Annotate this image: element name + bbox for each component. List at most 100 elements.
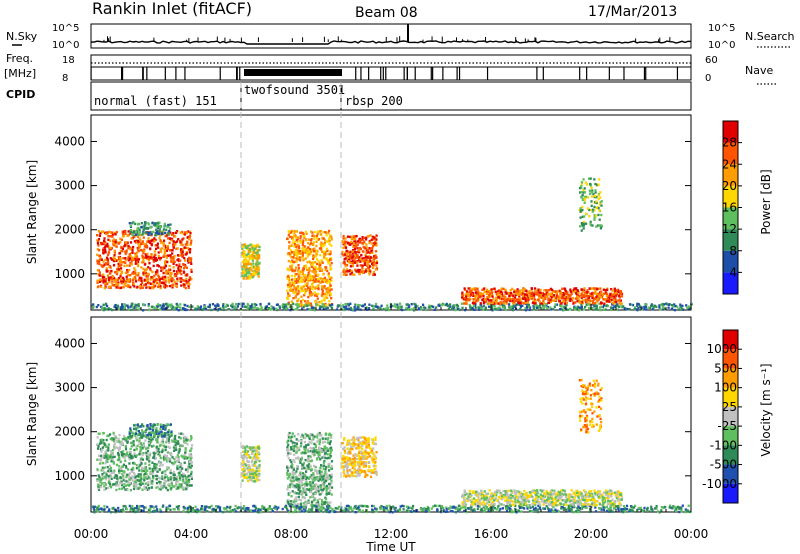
- scatter-cell: [159, 225, 162, 228]
- scatter-cell: [183, 457, 186, 460]
- scatter-cell: [121, 249, 124, 253]
- scatter-cell: [127, 306, 130, 309]
- scatter-cell: [528, 297, 531, 300]
- scatter-cell: [163, 478, 166, 481]
- scatter-cell: [113, 252, 116, 255]
- scatter-cell: [582, 220, 586, 224]
- scatter-cell: [569, 288, 572, 291]
- scatter-cell: [96, 479, 99, 483]
- scatter-cell: [106, 282, 109, 286]
- scatter-cell: [351, 252, 354, 255]
- scatter-cell: [246, 307, 249, 311]
- scatter-cell: [690, 303, 693, 306]
- scatter-cell: [375, 238, 378, 241]
- scatter-cell: [578, 186, 582, 190]
- scatter-cell: [124, 437, 127, 440]
- scatter-cell: [494, 300, 498, 303]
- scatter-cell: [103, 246, 107, 249]
- scatter-cell: [341, 250, 344, 254]
- scatter-cell: [327, 231, 330, 235]
- scatter-cell: [317, 286, 320, 290]
- scatter-cell: [244, 472, 247, 476]
- scatter-cell: [583, 195, 586, 199]
- scatter-cell: [526, 295, 529, 299]
- scatter-cell: [147, 481, 150, 484]
- scatter-cell: [542, 299, 545, 303]
- scatter-cell: [633, 307, 636, 311]
- scatter-cell: [105, 278, 108, 281]
- scatter-cell: [349, 262, 352, 265]
- scatter-cell: [585, 291, 588, 294]
- scatter-cell: [189, 458, 192, 461]
- scatter-cell: [158, 487, 161, 491]
- scatter-cell: [178, 277, 182, 280]
- scatter-cell: [393, 303, 396, 306]
- scatter-cell: [242, 275, 245, 278]
- scatter-cell: [163, 435, 166, 438]
- scatter-cell: [302, 259, 305, 262]
- scatter-cell: [313, 291, 316, 294]
- scatter-cell: [312, 261, 315, 264]
- scatter-cell: [551, 290, 554, 293]
- scatter-cell: [114, 241, 117, 244]
- scatter-cell: [626, 308, 629, 311]
- scatter-cell: [164, 280, 167, 283]
- scatter-cell: [493, 307, 496, 311]
- scatter-cell: [140, 226, 143, 229]
- scatter-cell: [593, 302, 596, 305]
- power-scatter: [91, 177, 693, 312]
- colorbar-segment: [723, 207, 738, 230]
- scatter-cell: [258, 478, 261, 482]
- scatter-cell: [580, 292, 583, 295]
- scatter-cell: [636, 302, 639, 305]
- scatter-cell: [123, 230, 126, 233]
- scatter-cell: [382, 307, 385, 311]
- scatter-cell: [290, 231, 293, 234]
- scatter-cell: [120, 238, 123, 241]
- scatter-cell: [170, 480, 173, 483]
- scatter-cell: [166, 305, 169, 308]
- scatter-cell: [297, 285, 300, 288]
- scatter-cell: [617, 299, 620, 302]
- scatter-cell: [496, 290, 500, 293]
- scatter-cell: [189, 466, 192, 470]
- scatter-cell: [658, 306, 661, 309]
- scatter-cell: [365, 306, 368, 309]
- scatter-cell: [107, 476, 110, 480]
- scatter-cell: [102, 279, 105, 282]
- velocity-scatter: [91, 378, 692, 514]
- scatter-cell: [297, 287, 300, 291]
- scatter-cell: [293, 253, 296, 256]
- scatter-cell: [143, 472, 146, 476]
- scatter-cell: [140, 477, 143, 481]
- scatter-cell: [180, 243, 183, 246]
- scatter-cell: [247, 304, 250, 307]
- scatter-cell: [400, 305, 403, 308]
- scatter-cell: [302, 239, 305, 242]
- scatter-cell: [356, 256, 359, 259]
- scatter-cell: [109, 473, 112, 476]
- scatter-cell: [104, 462, 107, 465]
- scatter-cell: [150, 276, 153, 279]
- scatter-cell: [189, 258, 193, 262]
- scatter-cell: [249, 306, 253, 309]
- scatter-cell: [324, 295, 327, 299]
- scatter-cell: [231, 306, 234, 309]
- scatter-cell: [186, 479, 189, 483]
- scatter-cell: [169, 460, 172, 463]
- scatter-cell: [541, 294, 545, 297]
- scatter-cell: [413, 302, 416, 306]
- scatter-cell: [188, 283, 191, 286]
- scatter-cell: [245, 453, 249, 456]
- scatter-cell: [663, 303, 666, 306]
- freq-tick-top: 18: [62, 55, 75, 66]
- scatter-cell: [294, 234, 297, 238]
- scatter-cell: [170, 271, 173, 275]
- scatter-cell: [171, 259, 174, 262]
- scatter-cell: [99, 448, 103, 451]
- scatter-cell: [103, 442, 106, 445]
- scatter-cell: [251, 276, 254, 279]
- scatter-cell: [287, 259, 290, 263]
- scatter-cell: [310, 238, 313, 241]
- scatter-cell: [595, 225, 598, 228]
